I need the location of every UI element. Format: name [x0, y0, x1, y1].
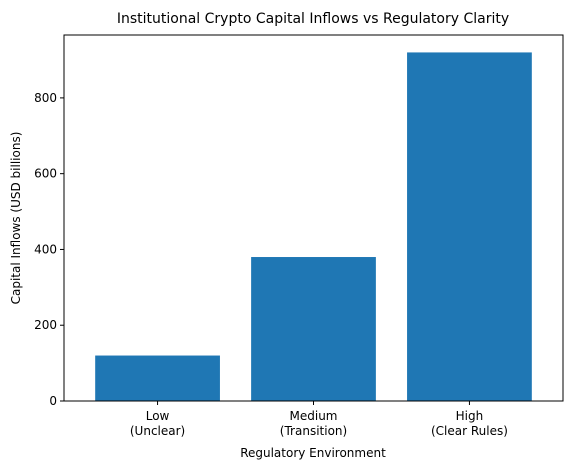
bars [95, 52, 532, 402]
y-tick-label: 400 [34, 242, 57, 256]
x-tick-label: Medium [290, 409, 338, 423]
plot-area: 0 200 400 600 800 Low(Unclear) Medium(Transit… [34, 34, 564, 438]
y-tick-label: 200 [34, 318, 57, 332]
bar-0 [95, 355, 220, 401]
x-tick-label: High [456, 409, 484, 423]
y-tick-label: 800 [34, 91, 57, 105]
y-tick-label: 0 [49, 394, 57, 408]
y-tick-label: 600 [34, 167, 57, 181]
x-tick-label: (Unclear) [130, 424, 185, 438]
x-axis-label: Regulatory Environment [240, 446, 386, 460]
y-axis-label: Capital Inflows (USD billions) [9, 132, 23, 305]
x-tick-label: Low [146, 409, 170, 423]
chart-title: Institutional Crypto Capital Inflows vs … [117, 11, 509, 27]
x-axis-ticks: Low(Unclear) Medium(Transition) High(Clear… [130, 401, 508, 438]
x-tick-label: (Transition) [280, 424, 347, 438]
plot-frame [63, 34, 564, 402]
bar-2 [407, 52, 532, 402]
bar-1 [251, 257, 376, 401]
x-tick-label: (Clear Rules) [431, 424, 508, 438]
y-axis-ticks: 0 200 400 600 800 [34, 91, 64, 408]
